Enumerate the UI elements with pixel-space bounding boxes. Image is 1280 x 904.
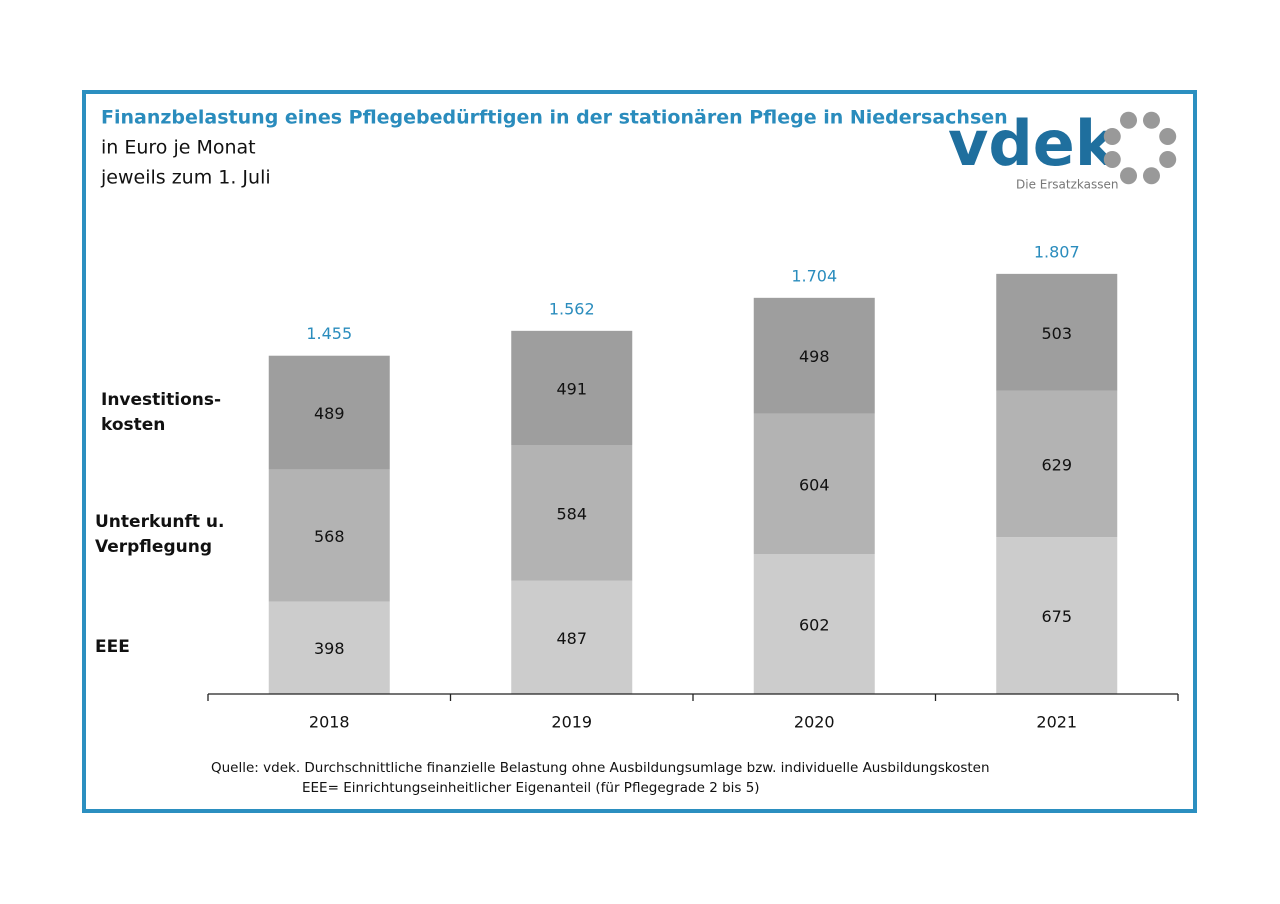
logo-dot (1120, 111, 1138, 129)
subtitle: jeweils zum 1. Juli (100, 167, 271, 189)
value-label: 568 (314, 527, 345, 546)
value-label: 491 (556, 379, 587, 398)
bar-segment (511, 444, 633, 581)
bar-segment (996, 273, 1118, 391)
bar-segment (996, 390, 1118, 538)
x-tick-label: 2019 (551, 713, 592, 732)
value-label: 584 (556, 504, 587, 523)
bar-segment (511, 330, 633, 445)
logo-dot (1103, 128, 1121, 146)
total-label: 1.807 (1034, 242, 1080, 261)
legend-label: EEE (95, 637, 130, 658)
value-label: 604 (799, 475, 830, 494)
legend-label: Investitions- kosten (101, 389, 222, 435)
value-label: 503 (1041, 324, 1072, 343)
x-tick-label: 2021 (1036, 713, 1077, 732)
logo-dot (1142, 111, 1160, 129)
value-label: 487 (556, 629, 587, 648)
legend-label: Unterkunft u. Verpflegung (95, 512, 225, 558)
total-label: 1.704 (791, 266, 837, 285)
value-label: 398 (314, 639, 345, 658)
bar-segment (753, 554, 875, 694)
logo-dot (1159, 150, 1177, 168)
x-tick-label: 2020 (794, 713, 835, 732)
frame (82, 90, 1197, 813)
logo-dot (1142, 167, 1160, 185)
total-label: 1.562 (549, 299, 595, 318)
bar-segment (996, 537, 1118, 694)
logo-text: vdek (948, 107, 1118, 180)
total-label: 1.455 (306, 324, 352, 343)
logo-tagline: Die Ersatzkassen (1016, 178, 1118, 192)
bar-segment (753, 413, 875, 555)
value-label: 602 (799, 616, 830, 635)
bar-segment (268, 601, 390, 694)
value-label: 675 (1041, 607, 1072, 626)
x-tick-label: 2018 (309, 713, 350, 732)
value-label: 629 (1041, 455, 1072, 474)
logo-dot (1159, 128, 1177, 146)
bar-segment (268, 469, 390, 602)
source: EEE= Einrichtungseinheitlicher Eigenante… (302, 780, 760, 796)
value-label: 489 (314, 404, 345, 423)
logo-dot (1103, 150, 1121, 168)
logo-dot (1120, 167, 1138, 185)
chart-title: Finanzbelastung eines Pflegebedürftigen … (101, 107, 1008, 129)
bar-segment (268, 355, 390, 470)
bar-segment (511, 580, 633, 694)
source: Quelle: vdek. Durchschnittliche finanzie… (211, 760, 990, 776)
value-label: 498 (799, 347, 830, 366)
logo: vdek Die Ersatzkassen (948, 107, 1177, 192)
subtitle: in Euro je Monat (101, 137, 256, 159)
bar-segment (753, 297, 875, 414)
